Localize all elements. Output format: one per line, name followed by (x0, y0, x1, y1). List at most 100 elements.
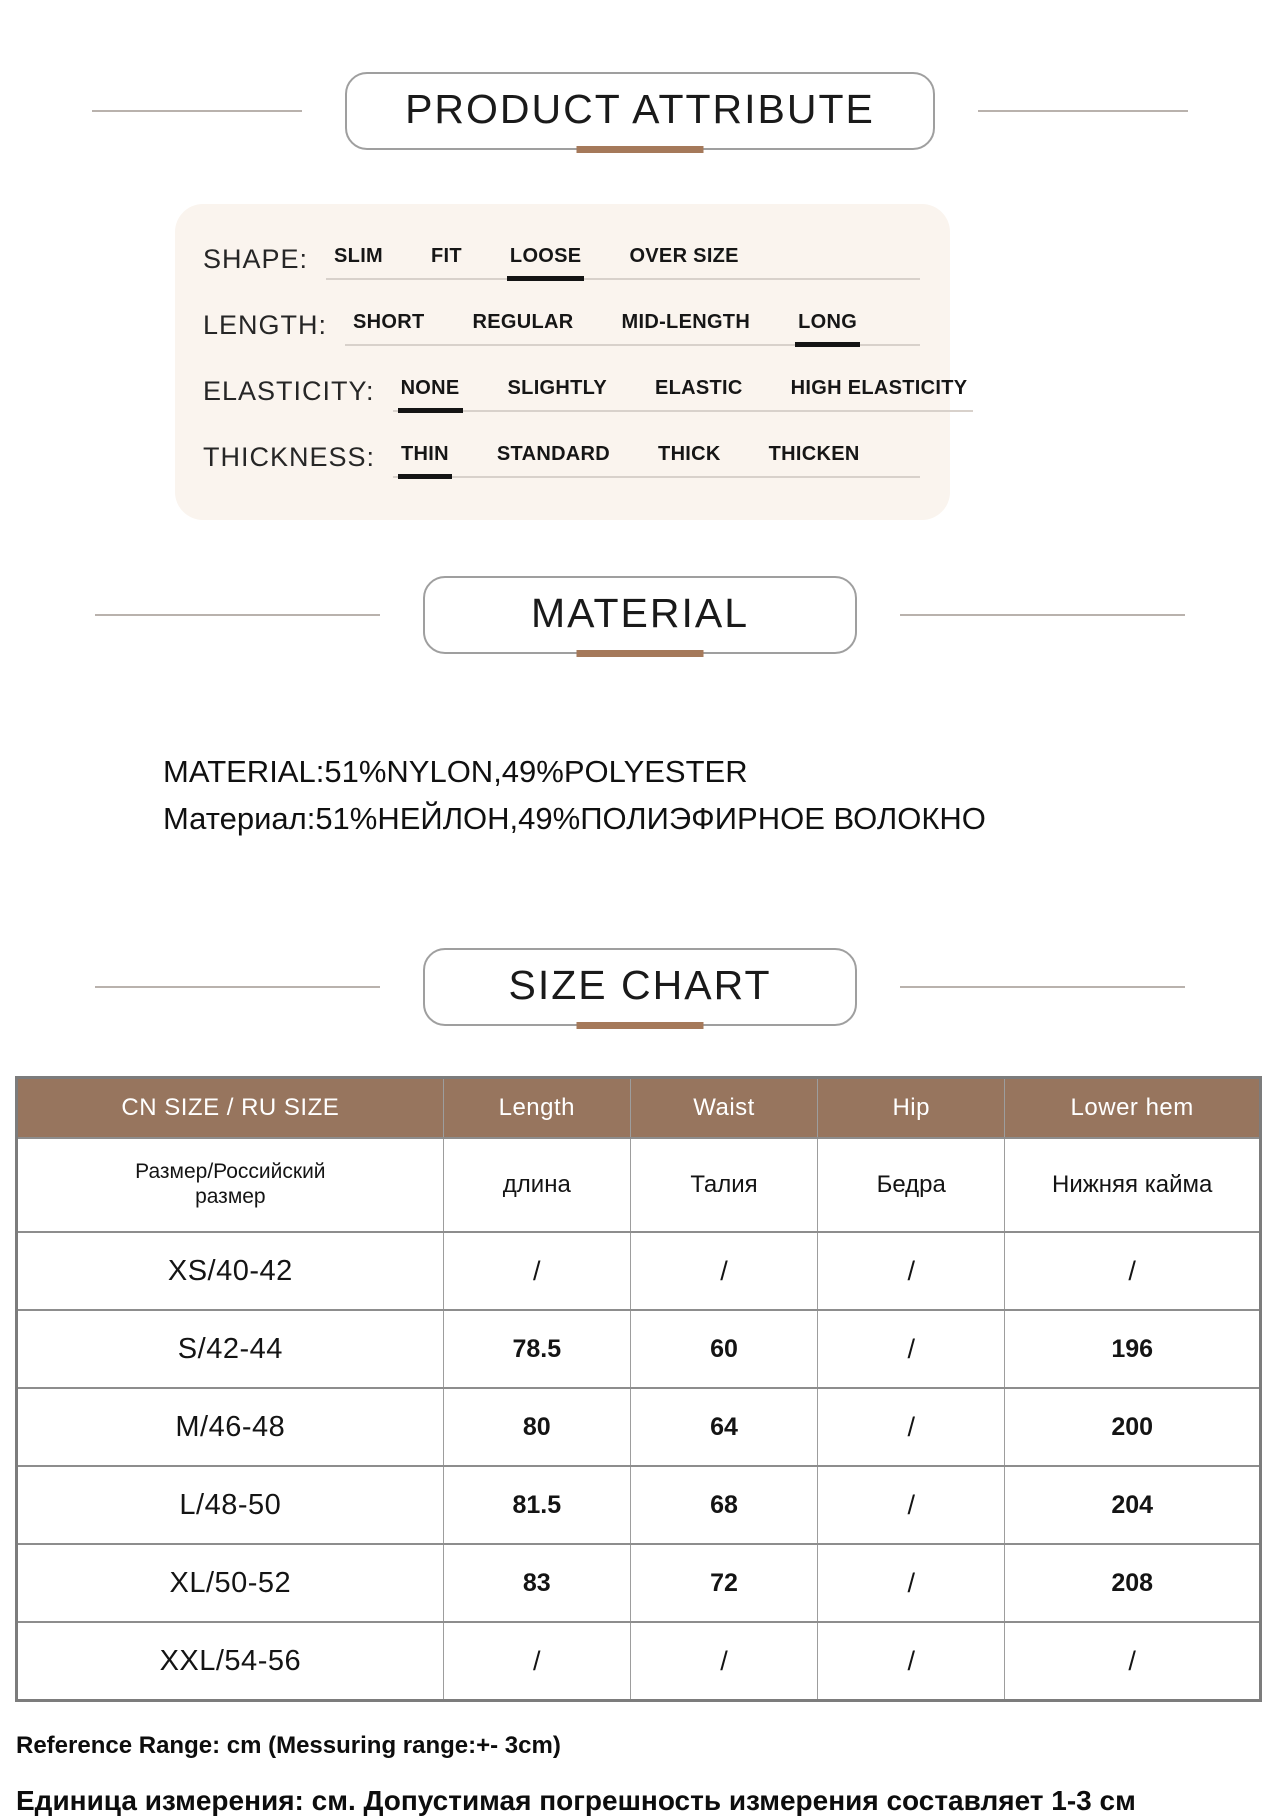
material-title-row: MATERIAL (0, 576, 1280, 657)
attribute-option: FIT (431, 245, 462, 267)
attribute-option: OVER SIZE (629, 245, 739, 267)
size-chart-title: SIZE CHART (508, 962, 772, 1008)
divider-line (92, 110, 302, 112)
size-chart-table: CN SIZE / RU SIZE Length Waist Hip Lower… (15, 1076, 1262, 1702)
value-cell: / (817, 1231, 1006, 1311)
attribute-label: ELASTICITY: (203, 376, 375, 406)
value-cell: 200 (1004, 1387, 1261, 1467)
attribute-options: THIN STANDARD THICK THICKEN (393, 443, 920, 479)
value-cell: / (629, 1621, 819, 1702)
value-cell: 80 (442, 1387, 631, 1467)
table-row: S/42-44 78.5 60 / 196 (16, 1309, 1261, 1389)
value-cell: / (817, 1387, 1006, 1467)
size-chart-title-row: SIZE CHART (0, 948, 1280, 1029)
column-subheader-text: Размер/Российский размер (135, 1160, 326, 1208)
column-header: CN SIZE / RU SIZE (16, 1076, 444, 1139)
value-cell: 64 (629, 1387, 819, 1467)
table-subheader-row: Размер/Российский размер длина Талия Бед… (16, 1137, 1261, 1233)
value-cell: 68 (629, 1465, 819, 1545)
value-cell: 204 (1004, 1465, 1261, 1545)
size-cell: M/46-48 (16, 1387, 444, 1467)
value-cell: / (817, 1465, 1006, 1545)
attribute-label: LENGTH: (203, 310, 328, 340)
table-row: XL/50-52 83 72 / 208 (16, 1543, 1261, 1623)
attribute-option-selected: LOOSE (506, 245, 584, 281)
attributes-panel: SHAPE: SLIM FIT LOOSE OVER SIZE LENGTH: … (175, 204, 974, 520)
accent-bar (576, 650, 704, 657)
column-subheader: Бедра (817, 1137, 1006, 1233)
attribute-option-selected: NONE (397, 377, 463, 413)
attribute-option: MID-LENGTH (621, 311, 751, 333)
material-composition: MATERIAL:51%NYLON,49%POLYESTER Материал:… (163, 748, 1280, 842)
product-attribute-title-row: PRODUCT ATTRIBUTE (0, 72, 1280, 153)
attribute-option: SHORT (353, 311, 425, 333)
value-cell: 196 (1004, 1309, 1261, 1389)
attribute-options: NONE SLIGHTLY ELASTIC HIGH ELASTICITY (392, 377, 974, 413)
attribute-row-elasticity: ELASTICITY: NONE SLIGHTLY ELASTIC HIGH E… (203, 376, 974, 413)
value-cell: / (1004, 1231, 1261, 1311)
divider-line (900, 986, 1185, 988)
material-composition-ru: Материал:51%НЕЙЛОН,49%ПОЛИЭФИРНОЕ ВОЛОКН… (163, 801, 986, 836)
column-subheader: Нижняя кайма (1004, 1137, 1261, 1233)
attribute-options: SHORT REGULAR MID-LENGTH LONG (345, 311, 920, 347)
divider-line (95, 986, 380, 988)
attribute-row-thickness: THICKNESS: THIN STANDARD THICK THICKEN (203, 442, 920, 479)
column-subheader: Размер/Российский размер (16, 1137, 444, 1233)
value-cell: / (442, 1621, 631, 1702)
reference-note-ru: Единица измерения: см. Допустимая погреш… (16, 1785, 1136, 1816)
value-cell: 78.5 (442, 1309, 631, 1389)
size-cell: XL/50-52 (16, 1543, 444, 1623)
attribute-option-selected: THIN (398, 443, 452, 479)
value-cell: / (442, 1231, 631, 1311)
divider-line (900, 614, 1185, 616)
material-title: MATERIAL (531, 590, 749, 636)
attribute-option: REGULAR (472, 311, 574, 333)
attribute-label: THICKNESS: (203, 442, 376, 472)
size-cell: XXL/54-56 (16, 1621, 444, 1702)
product-attribute-title: PRODUCT ATTRIBUTE (405, 86, 875, 132)
attribute-label: SHAPE: (203, 244, 309, 274)
value-cell: 208 (1004, 1543, 1261, 1623)
attribute-option-selected: LONG (795, 311, 861, 347)
value-cell: 83 (442, 1543, 631, 1623)
attribute-row-length: LENGTH: SHORT REGULAR MID-LENGTH LONG (203, 310, 920, 347)
value-cell: / (629, 1231, 819, 1311)
value-cell: / (817, 1543, 1006, 1623)
column-header: Lower hem (1004, 1076, 1261, 1139)
attribute-option: ELASTIC (655, 377, 743, 399)
column-subheader: Талия (629, 1137, 819, 1233)
attribute-option: SLIM (334, 245, 384, 267)
value-cell: / (1004, 1621, 1261, 1702)
attribute-option: THICKEN (768, 443, 860, 465)
attribute-option: STANDARD (496, 443, 611, 465)
attribute-options: SLIM FIT LOOSE OVER SIZE (326, 245, 920, 281)
reference-note-en: Reference Range: cm (Messuring range:+- … (16, 1732, 561, 1759)
column-header: Hip (817, 1076, 1006, 1139)
size-cell: L/48-50 (16, 1465, 444, 1545)
size-cell: XS/40-42 (16, 1231, 444, 1311)
accent-bar (576, 1022, 704, 1029)
column-header: Length (442, 1076, 631, 1139)
table-row: XS/40-42 / / / / (16, 1231, 1261, 1311)
material-title-box: MATERIAL (423, 576, 857, 657)
value-cell: 72 (629, 1543, 819, 1623)
material-composition-en: MATERIAL:51%NYLON,49%POLYESTER (163, 754, 748, 789)
attribute-option: HIGH ELASTICITY (790, 377, 968, 399)
column-header: Waist (629, 1076, 819, 1139)
table-header-row: CN SIZE / RU SIZE Length Waist Hip Lower… (16, 1076, 1261, 1139)
table-row: M/46-48 80 64 / 200 (16, 1387, 1261, 1467)
size-chart-title-box: SIZE CHART (423, 948, 857, 1029)
value-cell: / (817, 1309, 1006, 1389)
column-subheader: длина (442, 1137, 631, 1233)
value-cell: 81.5 (442, 1465, 631, 1545)
attribute-row-shape: SHAPE: SLIM FIT LOOSE OVER SIZE (203, 244, 920, 281)
value-cell: 60 (629, 1309, 819, 1389)
divider-line (95, 614, 380, 616)
table-row: L/48-50 81.5 68 / 204 (16, 1465, 1261, 1545)
divider-line (978, 110, 1188, 112)
product-attribute-title-box: PRODUCT ATTRIBUTE (345, 72, 935, 153)
accent-bar (576, 146, 704, 153)
value-cell: / (817, 1621, 1006, 1702)
size-cell: S/42-44 (16, 1309, 444, 1389)
